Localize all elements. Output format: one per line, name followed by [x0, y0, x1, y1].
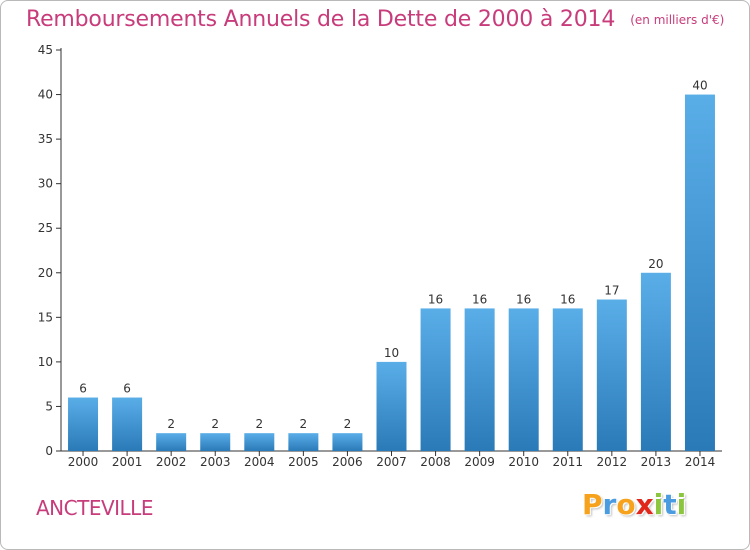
- y-tick-label: 20: [38, 266, 53, 280]
- x-tick-label: 2000: [68, 455, 99, 469]
- bar-value-label: 2: [344, 417, 352, 431]
- y-tick-label: 40: [38, 88, 53, 102]
- bar-2006: [332, 433, 363, 451]
- bar-2002: [156, 433, 187, 451]
- bar-value-label: 16: [428, 292, 443, 306]
- bar-2000: [68, 397, 99, 451]
- x-tick-label: 2013: [641, 455, 672, 469]
- bar-value-label: 2: [211, 417, 219, 431]
- bar-value-label: 16: [560, 292, 575, 306]
- bar-2013: [640, 272, 671, 451]
- proxiti-logo: Proxiti: [582, 488, 692, 526]
- y-tick-label: 5: [45, 399, 53, 413]
- bar-2005: [288, 433, 319, 451]
- y-tick-label: 35: [38, 132, 53, 146]
- bar-2001: [112, 397, 143, 451]
- bar-2003: [200, 433, 231, 451]
- bar-value-label: 10: [384, 346, 399, 360]
- bar-value-label: 6: [123, 382, 131, 396]
- x-tick-label: 2002: [156, 455, 187, 469]
- chart-title: Remboursements Annuels de la Dette de 20…: [26, 7, 616, 32]
- bar-2004: [244, 433, 275, 451]
- bar-value-label: 17: [604, 284, 619, 298]
- bar-value-label: 16: [472, 292, 487, 306]
- bar-2014: [684, 94, 715, 452]
- chart-subtitle: (en milliers d'€): [630, 13, 725, 27]
- commune-name: ANCTEVILLE: [36, 496, 153, 520]
- logo-letter: t: [663, 488, 677, 521]
- bar-2008: [420, 308, 451, 451]
- chart-title-block: Remboursements Annuels de la Dette de 20…: [26, 7, 724, 32]
- x-tick-label: 2008: [420, 455, 451, 469]
- y-tick-label: 0: [45, 444, 53, 458]
- bar-2011: [552, 308, 583, 451]
- bar-2010: [508, 308, 539, 451]
- chart-value-labels: 6 6 2 2 2 2 2 10 16 16 16 16 17 20 40: [79, 79, 707, 432]
- bar-value-label: 20: [648, 257, 663, 271]
- logo-letter: r: [602, 488, 617, 521]
- logo-letter: i: [676, 488, 687, 521]
- logo-letter: x: [635, 488, 654, 521]
- bar-value-label: 2: [255, 417, 263, 431]
- logo-letter: o: [616, 488, 636, 521]
- x-tick-label: 2003: [200, 455, 231, 469]
- x-tick-label: 2011: [552, 455, 583, 469]
- x-tick-label: 2001: [112, 455, 143, 469]
- logo-letter: P: [582, 488, 603, 521]
- y-tick-label: 45: [38, 43, 53, 57]
- bar-value-label: 40: [692, 79, 707, 93]
- x-tick-label: 2006: [332, 455, 363, 469]
- bar-2007: [376, 361, 407, 451]
- x-tick-label: 2014: [685, 455, 716, 469]
- logo-letter: i: [653, 488, 664, 521]
- bar-value-label: 16: [516, 292, 531, 306]
- bar-2012: [596, 299, 627, 451]
- x-tick-label: 2005: [288, 455, 319, 469]
- y-tick-label: 10: [38, 355, 53, 369]
- y-tick-label: 15: [38, 310, 53, 324]
- bar-value-label: 2: [300, 417, 308, 431]
- x-tick-label: 2010: [508, 455, 539, 469]
- x-tick-label: 2007: [376, 455, 407, 469]
- x-tick-label: 2004: [244, 455, 275, 469]
- bar-value-label: 6: [79, 382, 87, 396]
- chart-bars: [68, 94, 715, 452]
- bar-2009: [464, 308, 495, 451]
- y-tick-label: 30: [38, 177, 53, 191]
- bar-value-label: 2: [167, 417, 175, 431]
- y-tick-label: 25: [38, 221, 53, 235]
- x-tick-label: 2009: [464, 455, 495, 469]
- x-tick-label: 2012: [597, 455, 628, 469]
